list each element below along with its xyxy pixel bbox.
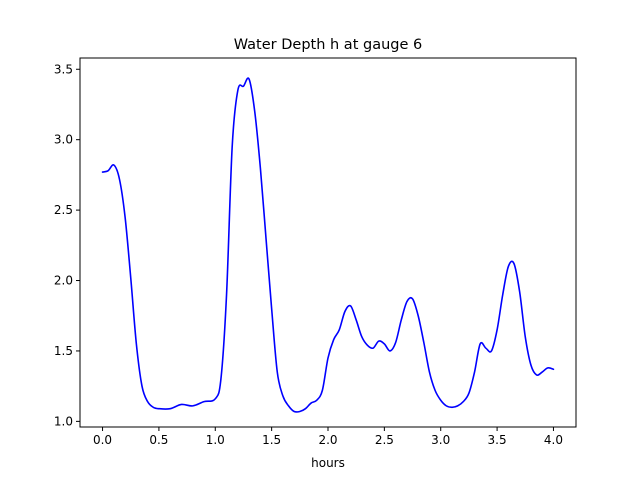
y-tick-label: 1.5 — [54, 344, 73, 358]
x-tick-label: 2.5 — [375, 433, 394, 447]
y-tick-label: 2.5 — [54, 203, 73, 217]
plot-frame — [79, 57, 577, 428]
x-tick-label: 0.5 — [149, 433, 168, 447]
y-tick-label: 1.0 — [54, 414, 73, 428]
x-axis: 0.0 0.5 1.0 1.5 2.0 2.5 3.0 3.5 4.0 — [93, 427, 563, 447]
plot-series — [101, 77, 555, 413]
x-tick-label: 3.5 — [488, 433, 507, 447]
x-tick-label: 0.0 — [93, 433, 112, 447]
x-tick-label: 1.0 — [206, 433, 225, 447]
x-tick-label: 1.5 — [262, 433, 281, 447]
x-tick-label: 4.0 — [544, 433, 563, 447]
x-tick-label: 2.0 — [318, 433, 337, 447]
series-line-0 — [101, 77, 555, 413]
y-tick-label: 3.0 — [54, 133, 73, 147]
y-tick-label: 2.0 — [54, 274, 73, 288]
x-tick-label: 3.0 — [431, 433, 450, 447]
chart-title: Water Depth h at gauge 6 — [234, 37, 422, 53]
y-tick-label: 3.5 — [54, 62, 73, 76]
y-axis: 1.0 1.5 2.0 2.5 3.0 3.5 — [54, 62, 80, 428]
x-axis-label: hours — [311, 456, 345, 470]
